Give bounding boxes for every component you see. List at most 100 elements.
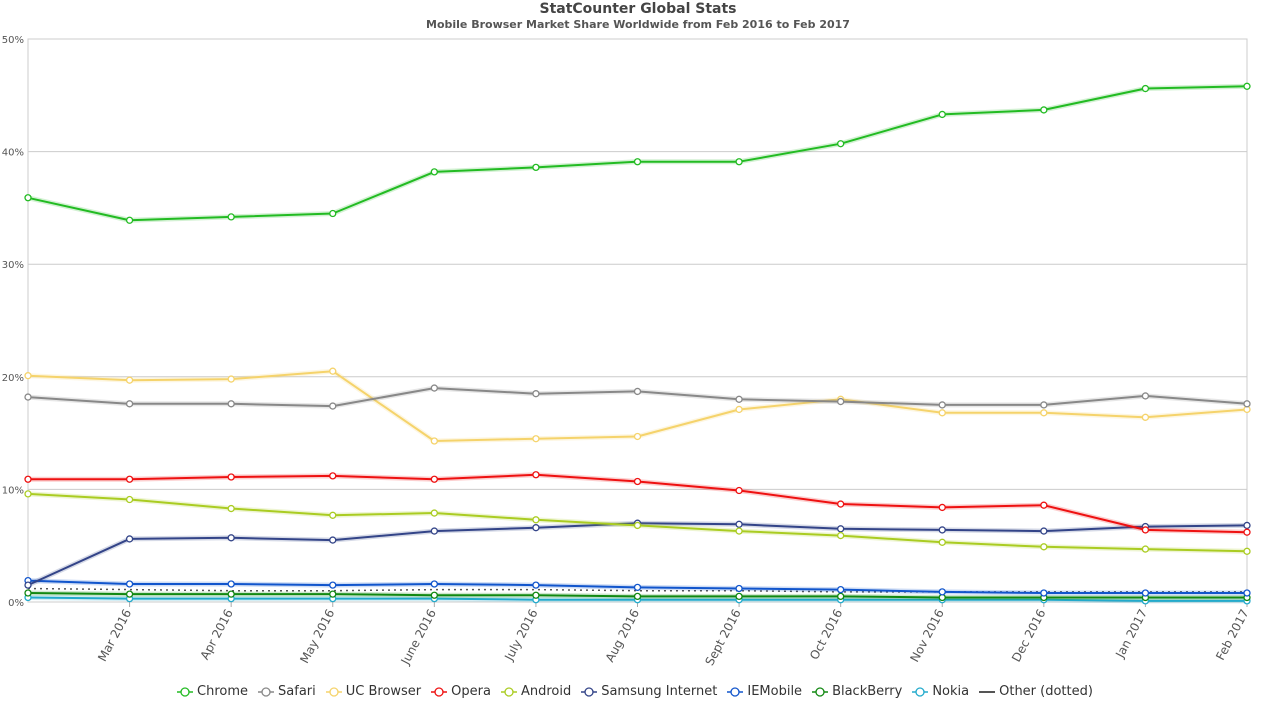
data-point[interactable] — [837, 140, 845, 148]
data-point[interactable] — [227, 473, 235, 481]
data-point[interactable] — [1141, 545, 1150, 553]
data-point[interactable] — [938, 503, 946, 512]
data-point[interactable] — [938, 526, 946, 534]
data-point[interactable] — [125, 216, 134, 224]
data-point[interactable] — [532, 163, 540, 172]
legend-item[interactable]: Android — [500, 684, 571, 699]
data-point[interactable] — [1141, 589, 1150, 597]
data-point[interactable] — [24, 581, 32, 589]
data-point[interactable] — [1243, 521, 1251, 530]
data-point[interactable] — [227, 580, 235, 588]
legend-item[interactable]: Other (dotted) — [979, 684, 1093, 699]
data-point[interactable] — [430, 591, 438, 599]
legend-item[interactable]: IEMobile — [727, 684, 802, 699]
data-point[interactable] — [329, 472, 337, 480]
data-point[interactable] — [938, 588, 946, 596]
legend-item[interactable]: Chrome — [177, 684, 248, 699]
data-point[interactable] — [532, 581, 540, 589]
legend-item[interactable]: Samsung Internet — [581, 684, 717, 699]
data-point[interactable] — [1040, 501, 1048, 509]
data-point[interactable] — [430, 437, 438, 445]
data-point[interactable] — [735, 486, 743, 495]
legend-item[interactable]: Opera — [431, 684, 491, 699]
data-point[interactable] — [1243, 82, 1251, 90]
data-point[interactable] — [735, 584, 743, 593]
data-point[interactable] — [837, 585, 845, 594]
data-point[interactable] — [1040, 401, 1048, 409]
data-point[interactable] — [329, 536, 337, 544]
data-point[interactable] — [735, 405, 743, 414]
data-point[interactable] — [633, 432, 642, 441]
data-point[interactable] — [430, 527, 438, 535]
legend-item[interactable]: BlackBerry — [812, 684, 902, 699]
data-point[interactable] — [633, 158, 642, 166]
data-point[interactable] — [1243, 589, 1251, 597]
data-point[interactable] — [329, 402, 337, 410]
data-point[interactable] — [735, 158, 743, 166]
data-point[interactable] — [24, 393, 32, 401]
data-point[interactable] — [24, 589, 32, 597]
data-point[interactable] — [1141, 526, 1150, 534]
data-point[interactable] — [735, 592, 743, 601]
data-point[interactable] — [430, 168, 438, 176]
data-point[interactable] — [1243, 400, 1251, 408]
data-point[interactable] — [125, 400, 134, 408]
data-point[interactable] — [24, 490, 32, 498]
data-point[interactable] — [1243, 547, 1251, 555]
legend-item[interactable]: UC Browser — [325, 684, 421, 699]
data-point[interactable] — [938, 538, 946, 546]
data-point[interactable] — [125, 376, 134, 384]
data-point[interactable] — [532, 471, 540, 479]
data-point[interactable] — [329, 367, 337, 375]
data-point[interactable] — [125, 535, 134, 543]
data-point[interactable] — [1040, 543, 1048, 551]
data-point[interactable] — [430, 475, 438, 483]
data-point[interactable] — [735, 395, 743, 403]
data-point[interactable] — [633, 592, 642, 601]
data-point[interactable] — [125, 495, 134, 504]
data-point[interactable] — [430, 580, 438, 588]
data-point[interactable] — [837, 525, 845, 533]
data-point[interactable] — [227, 590, 235, 598]
data-point[interactable] — [633, 387, 642, 396]
data-point[interactable] — [532, 591, 540, 599]
data-point[interactable] — [633, 583, 642, 592]
legend-item[interactable]: Safari — [258, 684, 316, 699]
data-point[interactable] — [1040, 589, 1048, 597]
legend-item[interactable]: Nokia — [912, 684, 969, 699]
data-point[interactable] — [633, 477, 642, 486]
data-point[interactable] — [532, 524, 540, 532]
data-point[interactable] — [24, 372, 32, 380]
data-point[interactable] — [1243, 528, 1251, 536]
data-point[interactable] — [430, 384, 438, 392]
data-point[interactable] — [735, 520, 743, 528]
data-point[interactable] — [837, 500, 845, 508]
data-point[interactable] — [1040, 527, 1048, 535]
data-point[interactable] — [837, 531, 845, 540]
data-point[interactable] — [938, 401, 946, 409]
data-point[interactable] — [938, 409, 946, 417]
data-point[interactable] — [430, 509, 438, 517]
data-point[interactable] — [329, 209, 337, 218]
data-point[interactable] — [1141, 413, 1150, 421]
data-point[interactable] — [532, 516, 540, 524]
data-point[interactable] — [227, 213, 235, 221]
data-point[interactable] — [227, 375, 235, 383]
data-point[interactable] — [1040, 106, 1048, 114]
data-point[interactable] — [227, 504, 235, 513]
data-point[interactable] — [837, 397, 845, 406]
data-point[interactable] — [329, 511, 337, 519]
data-point[interactable] — [227, 400, 235, 408]
data-point[interactable] — [1040, 409, 1048, 417]
data-point[interactable] — [837, 592, 845, 601]
data-point[interactable] — [735, 527, 743, 535]
data-point[interactable] — [532, 390, 540, 398]
data-point[interactable] — [1141, 84, 1150, 93]
data-point[interactable] — [125, 580, 134, 588]
data-point[interactable] — [227, 534, 235, 542]
data-point[interactable] — [938, 110, 946, 119]
data-point[interactable] — [125, 475, 134, 483]
data-point[interactable] — [633, 521, 642, 530]
data-point[interactable] — [125, 590, 134, 598]
data-point[interactable] — [329, 590, 337, 598]
